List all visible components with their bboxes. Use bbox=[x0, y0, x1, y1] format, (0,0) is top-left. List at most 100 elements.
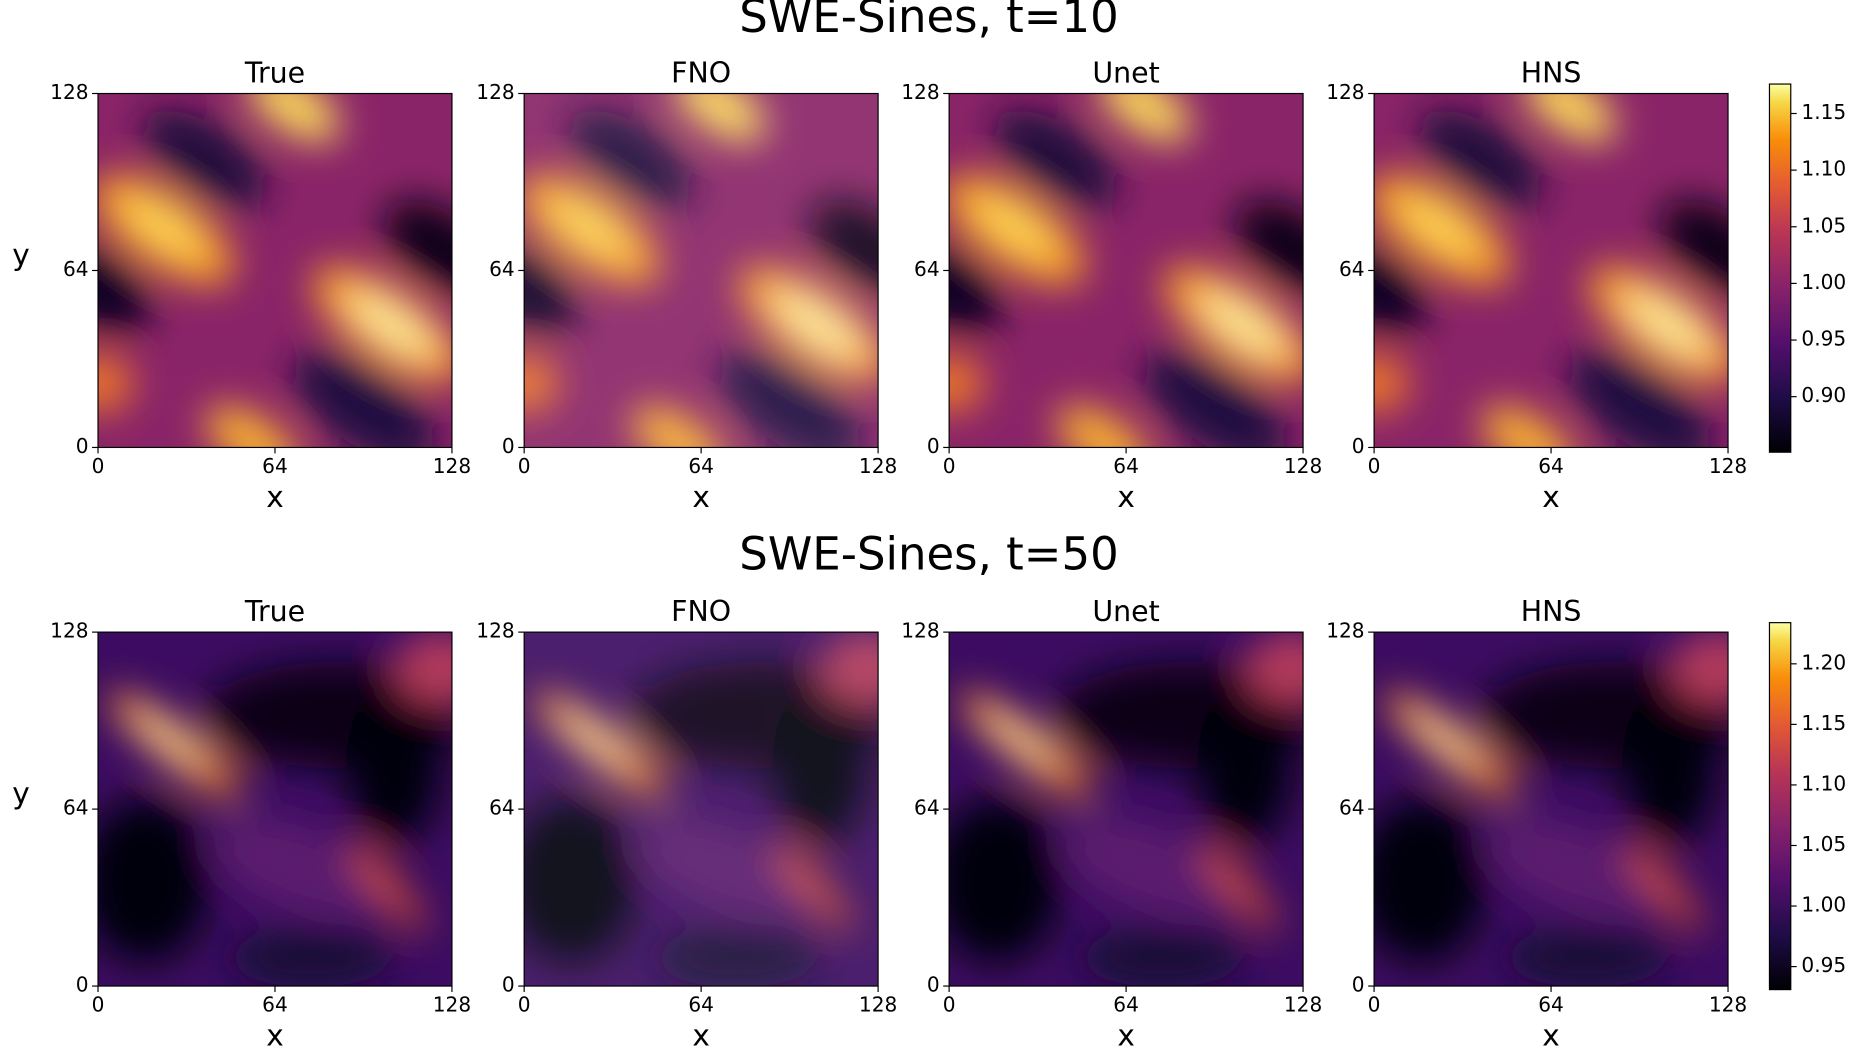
heatmap-image bbox=[902, 585, 1352, 1035]
y-tick-label: 128 bbox=[1326, 619, 1364, 643]
y-tick-label: 0 bbox=[76, 973, 89, 997]
x-axis-label: x bbox=[266, 1018, 284, 1052]
y-tick-label: 64 bbox=[489, 257, 515, 281]
x-tick-label: 0 bbox=[1368, 454, 1381, 478]
x-axis-label: x bbox=[1117, 480, 1135, 514]
panel-title: True bbox=[244, 57, 305, 90]
x-tick-label: 128 bbox=[859, 993, 897, 1017]
x-tick-label: 128 bbox=[1284, 993, 1322, 1017]
panel-title: FNO bbox=[671, 57, 731, 90]
panel-title: FNO bbox=[671, 595, 731, 628]
colorbar-tick-label: 1.10 bbox=[1801, 771, 1846, 795]
heatmap-field bbox=[1327, 585, 1777, 1035]
y-tick-label: 0 bbox=[76, 434, 89, 458]
panel-title: Unet bbox=[1092, 57, 1159, 90]
y-tick-label: 128 bbox=[476, 80, 514, 104]
x-axis-label: x bbox=[266, 480, 284, 514]
x-tick-label: 64 bbox=[688, 993, 714, 1017]
colorbar-tick-label: 1.00 bbox=[1801, 270, 1846, 294]
y-tick-label: 0 bbox=[927, 973, 940, 997]
y-axis-label: y bbox=[12, 776, 30, 810]
colorbar-tick-label: 0.95 bbox=[1801, 953, 1846, 977]
y-tick-label: 128 bbox=[476, 619, 514, 643]
x-tick-label: 128 bbox=[1709, 454, 1747, 478]
heatmap-image bbox=[1327, 585, 1777, 1035]
x-tick-label: 0 bbox=[943, 454, 956, 478]
panel-title: True bbox=[244, 595, 305, 628]
y-tick-label: 128 bbox=[901, 619, 939, 643]
x-tick-label: 128 bbox=[433, 454, 471, 478]
x-axis-label: x bbox=[692, 480, 710, 514]
colorbar-tick-label: 1.05 bbox=[1801, 832, 1846, 856]
colorbar-tick-label: 1.05 bbox=[1801, 213, 1846, 237]
y-tick-label: 64 bbox=[489, 796, 515, 820]
heatmap-image bbox=[477, 585, 927, 1035]
y-tick-label: 64 bbox=[914, 257, 940, 281]
y-tick-label: 64 bbox=[63, 796, 89, 820]
x-tick-label: 64 bbox=[1538, 993, 1564, 1017]
x-tick-label: 128 bbox=[1284, 454, 1322, 478]
heatmap-field bbox=[880, 46, 1366, 496]
heatmap-field bbox=[477, 585, 927, 1035]
y-tick-label: 0 bbox=[927, 434, 940, 458]
y-tick-label: 128 bbox=[50, 619, 88, 643]
x-tick-label: 0 bbox=[92, 993, 105, 1017]
panel-title: Unet bbox=[1092, 595, 1159, 628]
x-tick-label: 64 bbox=[688, 454, 714, 478]
y-tick-label: 128 bbox=[50, 80, 88, 104]
y-tick-label: 0 bbox=[502, 973, 515, 997]
heatmap-image bbox=[51, 585, 501, 1035]
y-tick-label: 64 bbox=[1339, 257, 1365, 281]
heatmap-image bbox=[29, 46, 515, 496]
heatmap-image bbox=[1305, 46, 1791, 496]
x-tick-label: 64 bbox=[1538, 454, 1564, 478]
x-axis-label: x bbox=[1117, 1018, 1135, 1052]
heatmap-field bbox=[902, 585, 1352, 1035]
y-tick-label: 128 bbox=[1326, 80, 1364, 104]
y-tick-label: 0 bbox=[1352, 434, 1365, 458]
x-tick-label: 128 bbox=[859, 454, 897, 478]
x-tick-label: 128 bbox=[1709, 993, 1747, 1017]
y-tick-label: 0 bbox=[1352, 973, 1365, 997]
x-tick-label: 0 bbox=[92, 454, 105, 478]
colorbar bbox=[1768, 622, 1792, 991]
panels: SWE-Sines, t=10 True 0 64 128 0 64 128 x y FNO 0 64 1… bbox=[12, 0, 1846, 1052]
heatmap-image bbox=[455, 46, 941, 496]
y-tick-label: 64 bbox=[914, 796, 940, 820]
x-tick-label: 64 bbox=[1113, 454, 1139, 478]
x-tick-label: 0 bbox=[518, 454, 531, 478]
panel-title: HNS bbox=[1521, 57, 1582, 90]
x-axis-label: x bbox=[692, 1018, 710, 1052]
colorbar-tick-label: 1.15 bbox=[1801, 100, 1846, 124]
x-axis-label: x bbox=[1542, 480, 1560, 514]
panel-title: HNS bbox=[1521, 595, 1582, 628]
x-tick-label: 0 bbox=[943, 993, 956, 1017]
colorbar-tick-label: 1.20 bbox=[1801, 650, 1846, 674]
x-tick-label: 0 bbox=[518, 993, 531, 1017]
y-tick-label: 0 bbox=[502, 434, 515, 458]
y-tick-label: 64 bbox=[1339, 796, 1365, 820]
figure-title: SWE-Sines, t=10 bbox=[739, 0, 1118, 43]
heatmap-field bbox=[51, 585, 501, 1035]
x-axis-label: x bbox=[1542, 1018, 1560, 1052]
heatmap-field bbox=[1305, 46, 1791, 496]
x-tick-label: 64 bbox=[262, 993, 288, 1017]
colorbar bbox=[1768, 83, 1792, 453]
x-tick-label: 0 bbox=[1368, 993, 1381, 1017]
colorbar-tick-label: 1.15 bbox=[1801, 711, 1846, 735]
x-tick-label: 64 bbox=[1113, 993, 1139, 1017]
y-tick-label: 64 bbox=[63, 257, 89, 281]
heatmap-field bbox=[29, 46, 515, 496]
x-tick-label: 64 bbox=[262, 454, 288, 478]
y-tick-label: 128 bbox=[901, 80, 939, 104]
x-tick-label: 128 bbox=[433, 993, 471, 1017]
figure-title: SWE-Sines, t=50 bbox=[739, 528, 1118, 581]
colorbar-tick-label: 1.10 bbox=[1801, 157, 1846, 181]
colorbar-tick-label: 0.90 bbox=[1801, 383, 1846, 407]
heatmap-image bbox=[880, 46, 1366, 496]
colorbar-tick-label: 0.95 bbox=[1801, 327, 1846, 351]
y-axis-label: y bbox=[12, 238, 30, 272]
colorbar-tick-label: 1.00 bbox=[1801, 893, 1846, 917]
heatmap-field bbox=[455, 46, 941, 496]
